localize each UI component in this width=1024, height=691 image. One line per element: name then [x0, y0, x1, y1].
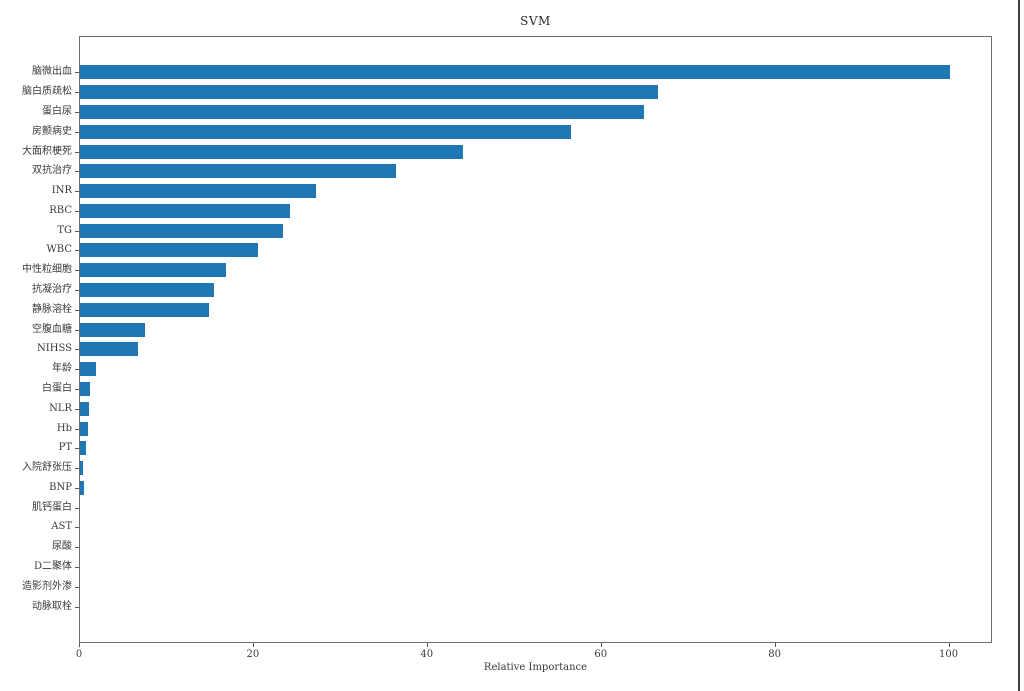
- ytick-label-11: 抗凝治疗: [32, 284, 72, 296]
- ytick-label-0: 脑微出血: [32, 66, 72, 78]
- bar-1: [80, 85, 659, 100]
- ytick-label-7: RBC: [49, 204, 72, 216]
- ytick-label-23: AST: [51, 521, 72, 533]
- ytick-label-8: TG: [57, 224, 72, 236]
- ytick-mark-21: [75, 487, 79, 489]
- bar-14: [80, 342, 139, 357]
- ytick-label-26: 造影剂外渗: [22, 580, 72, 592]
- ytick-label-19: PT: [58, 442, 72, 454]
- xtick-mark-4: [774, 643, 776, 647]
- bar-9: [80, 243, 259, 258]
- bar-6: [80, 184, 316, 199]
- xtick-label-2: 40: [420, 649, 434, 660]
- ytick-mark-22: [75, 507, 79, 509]
- ytick-mark-6: [75, 191, 79, 193]
- xtick-label-4: 80: [768, 649, 781, 660]
- ytick-mark-23: [75, 527, 79, 529]
- ytick-mark-10: [75, 270, 79, 272]
- ytick-label-21: BNP: [49, 481, 72, 493]
- ytick-mark-8: [75, 230, 79, 232]
- bar-7: [80, 203, 291, 218]
- chart-title: SVM: [520, 14, 551, 28]
- window-edge: [1018, 0, 1020, 691]
- ytick-label-24: 尿酸: [52, 541, 72, 553]
- bar-11: [80, 283, 214, 298]
- bar-0: [80, 65, 950, 80]
- bar-18: [80, 421, 88, 436]
- xtick-mark-0: [79, 643, 80, 647]
- ytick-mark-24: [75, 547, 79, 549]
- ytick-label-20: 入院舒张压: [22, 462, 72, 474]
- ytick-mark-27: [75, 606, 79, 608]
- ytick-label-13: 空腹血糖: [32, 323, 72, 335]
- ytick-label-22: 肌钙蛋白: [32, 501, 72, 513]
- ytick-label-3: 房颤病史: [32, 125, 72, 137]
- ytick-label-10: 中性粒细胞: [22, 264, 72, 276]
- ytick-label-9: WBC: [46, 244, 72, 256]
- xtick-mark-3: [600, 643, 602, 647]
- ytick-mark-15: [75, 369, 79, 371]
- ytick-label-12: 静脉溶栓: [32, 303, 72, 315]
- ytick-label-14: NIHSS: [37, 343, 72, 355]
- xtick-label-3: 60: [594, 649, 608, 660]
- ytick-mark-4: [75, 151, 79, 153]
- bar-15: [80, 362, 97, 377]
- ytick-label-5: 双抗治疗: [32, 165, 72, 177]
- ytick-mark-25: [75, 567, 79, 569]
- ytick-mark-12: [75, 309, 79, 311]
- bar-5: [80, 164, 396, 179]
- bar-19: [80, 441, 87, 456]
- ytick-label-15: 年龄: [52, 363, 72, 375]
- ytick-label-17: NLR: [49, 402, 72, 414]
- bar-3: [80, 124, 572, 139]
- ytick-label-1: 脑白质疏松: [22, 86, 72, 98]
- bar-16: [80, 381, 91, 396]
- ytick-label-25: D二聚体: [33, 561, 72, 573]
- ytick-label-27: 动脉取栓: [32, 600, 72, 612]
- ytick-label-6: INR: [51, 185, 72, 197]
- ytick-label-2: 蛋白尿: [42, 105, 72, 117]
- bar-2: [80, 104, 645, 119]
- xtick-label-1: 20: [246, 649, 260, 660]
- ytick-mark-18: [75, 428, 79, 430]
- bar-17: [80, 401, 90, 416]
- xtick-mark-5: [948, 643, 950, 647]
- ytick-mark-13: [75, 329, 79, 331]
- xtick-mark-2: [426, 643, 428, 647]
- ytick-mark-19: [75, 448, 79, 450]
- ytick-label-16: 白蛋白: [42, 382, 72, 394]
- bar-21: [80, 480, 84, 495]
- bar-8: [80, 223, 283, 238]
- ytick-label-18: Hb: [56, 422, 72, 434]
- bar-20: [80, 461, 84, 476]
- ytick-mark-7: [75, 210, 79, 212]
- ytick-mark-26: [75, 586, 79, 588]
- ytick-mark-17: [75, 408, 79, 410]
- ytick-mark-20: [75, 468, 79, 470]
- x-axis-label: Relative Importance: [483, 662, 588, 673]
- ytick-mark-16: [75, 388, 79, 390]
- bar-13: [80, 322, 146, 337]
- bar-12: [80, 302, 209, 317]
- ytick-mark-14: [75, 349, 79, 351]
- xtick-label-0: 0: [75, 649, 83, 660]
- ytick-mark-11: [75, 290, 79, 292]
- ytick-mark-2: [75, 111, 79, 113]
- bar-10: [80, 263, 227, 278]
- ytick-mark-3: [75, 131, 79, 133]
- ytick-label-4: 大面积梗死: [22, 145, 72, 157]
- bar-4: [80, 144, 463, 159]
- ytick-mark-1: [75, 92, 79, 94]
- ytick-mark-0: [75, 72, 79, 74]
- ytick-mark-9: [75, 250, 79, 252]
- xtick-label-5: 100: [938, 649, 959, 660]
- ytick-mark-5: [75, 171, 79, 173]
- xtick-mark-1: [252, 643, 254, 647]
